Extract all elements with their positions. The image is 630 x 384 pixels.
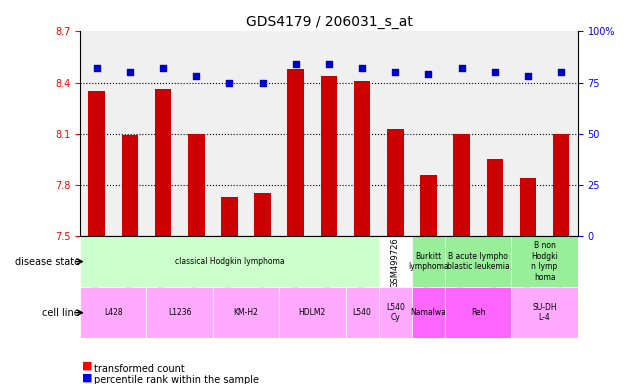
Bar [155,89,171,236]
Text: ■: ■ [82,372,93,382]
Point [158,65,168,71]
Text: percentile rank within the sample: percentile rank within the sample [94,375,260,384]
Point [258,79,268,86]
FancyBboxPatch shape [147,287,213,338]
FancyBboxPatch shape [213,287,279,338]
FancyBboxPatch shape [345,287,379,338]
Bar [454,134,470,236]
Title: GDS4179 / 206031_s_at: GDS4179 / 206031_s_at [246,15,413,29]
FancyBboxPatch shape [412,287,445,338]
FancyBboxPatch shape [80,287,147,338]
FancyBboxPatch shape [80,236,379,287]
Bar [486,159,503,236]
FancyBboxPatch shape [512,287,578,338]
Text: L428: L428 [104,308,123,317]
Text: B acute lympho
blastic leukemia: B acute lympho blastic leukemia [447,252,510,271]
Point [490,69,500,75]
Bar [387,129,404,236]
Point [224,79,234,86]
Point [457,65,467,71]
Bar [122,136,138,236]
FancyBboxPatch shape [445,287,512,338]
Text: L1236: L1236 [168,308,192,317]
Bar [420,175,437,236]
Text: Reh: Reh [471,308,486,317]
Point [556,69,566,75]
Bar [321,76,337,236]
FancyBboxPatch shape [379,287,412,338]
Bar [354,81,370,236]
Point [523,73,533,79]
Bar [553,134,570,236]
Text: B non
Hodgki
n lymp
homa: B non Hodgki n lymp homa [531,242,558,281]
Point [191,73,201,79]
Text: HDLM2: HDLM2 [299,308,326,317]
Text: Burkitt
lymphoma: Burkitt lymphoma [408,252,449,271]
Text: SU-DH
L-4: SU-DH L-4 [532,303,557,323]
Text: transformed count: transformed count [94,364,185,374]
Point [92,65,102,71]
Bar [188,134,205,236]
Point [390,69,400,75]
Point [423,71,433,78]
Point [290,61,301,67]
Bar [287,69,304,236]
Bar [88,91,105,236]
FancyBboxPatch shape [445,236,512,287]
Point [324,61,334,67]
Text: KM-H2: KM-H2 [234,308,258,317]
Point [125,69,135,75]
Text: classical Hodgkin lymphoma: classical Hodgkin lymphoma [175,257,284,266]
Text: ■: ■ [82,361,93,371]
FancyBboxPatch shape [512,236,578,287]
Point [357,65,367,71]
Text: disease state: disease state [15,257,80,266]
FancyBboxPatch shape [412,236,445,287]
FancyBboxPatch shape [279,287,345,338]
Bar [520,178,536,236]
Bar [221,197,238,236]
Text: cell line: cell line [42,308,80,318]
Text: L540: L540 [353,308,372,317]
Text: Namalwa: Namalwa [411,308,447,317]
Text: L540
Cy: L540 Cy [386,303,404,323]
Bar [255,194,271,236]
